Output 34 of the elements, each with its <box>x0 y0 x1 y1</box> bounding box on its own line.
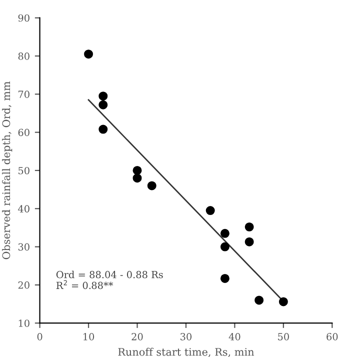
y-tick-label: 50 <box>18 166 30 174</box>
point <box>244 222 254 232</box>
point <box>132 166 142 175</box>
y-tick-label: 10 <box>18 320 30 327</box>
x-tick-label: 50 <box>278 332 289 340</box>
y-tick-label: 20 <box>18 281 30 289</box>
x-tick-label: 0 <box>37 332 42 340</box>
x-tick-label: 20 <box>132 332 143 340</box>
x-tick-label: 60 <box>326 332 338 340</box>
point <box>244 237 254 246</box>
x-axis-title: Runoff start time, Rs, min <box>118 348 254 357</box>
x-tick-label: 30 <box>180 332 192 340</box>
y-tick-label: 30 <box>18 243 30 251</box>
point <box>220 228 230 238</box>
point <box>132 174 142 183</box>
annotation: Ord = 88.04 - 0.88 Rs R$^{2}$ = 0.88** <box>56 270 163 290</box>
y-tick-label: 40 <box>18 205 30 212</box>
point <box>254 296 264 305</box>
y-tick-label: 70 <box>18 90 30 98</box>
point <box>98 92 108 101</box>
x-tick-label: 40 <box>228 332 240 340</box>
point <box>147 181 156 190</box>
y-tick-label: 80 <box>18 52 30 60</box>
x-tick-label: 10 <box>84 332 94 340</box>
point <box>220 274 230 283</box>
point <box>206 206 215 216</box>
y-tick-label: 60 <box>18 128 30 136</box>
point <box>220 242 230 252</box>
y-axis-title: Observed rainfall depth, Ord, mm <box>2 81 12 260</box>
point <box>98 124 108 134</box>
y-tick-label: 90 <box>18 14 30 22</box>
point <box>84 50 94 59</box>
point <box>278 297 288 306</box>
point <box>98 100 108 110</box>
